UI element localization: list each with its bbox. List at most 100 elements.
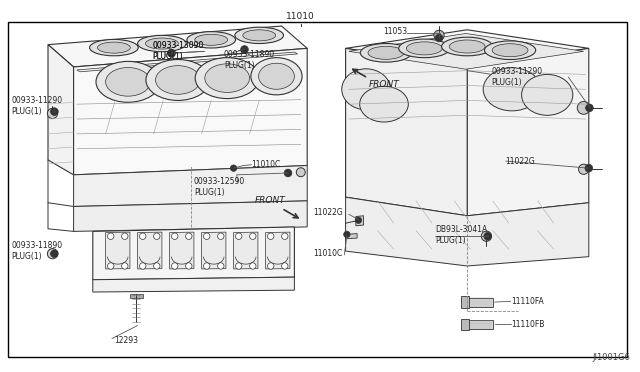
Circle shape (108, 233, 114, 240)
Ellipse shape (522, 74, 573, 115)
Ellipse shape (138, 35, 186, 52)
Ellipse shape (235, 27, 284, 44)
Text: 12293: 12293 (114, 336, 138, 345)
Circle shape (51, 108, 58, 115)
Text: 11022G: 11022G (314, 208, 343, 217)
Circle shape (140, 233, 146, 240)
Text: 11110FB: 11110FB (511, 320, 544, 329)
Polygon shape (74, 201, 307, 231)
Circle shape (204, 233, 210, 240)
Ellipse shape (492, 44, 528, 57)
Text: FRONT: FRONT (255, 196, 285, 205)
Polygon shape (170, 232, 194, 269)
Polygon shape (356, 216, 364, 226)
Polygon shape (93, 227, 294, 280)
Ellipse shape (406, 42, 442, 55)
Ellipse shape (368, 46, 404, 59)
Text: 11010: 11010 (287, 12, 315, 21)
Ellipse shape (205, 64, 250, 92)
Circle shape (268, 233, 274, 240)
Circle shape (172, 233, 178, 240)
Polygon shape (467, 320, 493, 329)
Circle shape (236, 233, 242, 240)
Text: 00933-11290
PLUG(1): 00933-11290 PLUG(1) (12, 96, 63, 116)
Text: 00933-12590
PLUG(1): 00933-12590 PLUG(1) (194, 177, 245, 197)
Circle shape (230, 165, 237, 171)
Polygon shape (346, 30, 589, 67)
Circle shape (204, 263, 210, 269)
Circle shape (296, 168, 305, 177)
Polygon shape (234, 232, 258, 269)
Circle shape (47, 108, 58, 119)
Polygon shape (130, 294, 143, 298)
Circle shape (434, 30, 444, 41)
Circle shape (577, 102, 590, 114)
Ellipse shape (195, 34, 228, 45)
Text: 11010C: 11010C (314, 249, 343, 258)
Circle shape (108, 263, 114, 269)
Text: FRONT: FRONT (369, 80, 399, 89)
Circle shape (484, 232, 492, 240)
Circle shape (284, 169, 292, 177)
Polygon shape (266, 232, 290, 269)
Polygon shape (74, 48, 307, 175)
Ellipse shape (90, 39, 138, 56)
Polygon shape (461, 319, 469, 330)
Circle shape (585, 164, 593, 172)
Text: 11053: 11053 (383, 27, 407, 36)
Ellipse shape (360, 86, 408, 122)
Polygon shape (467, 48, 589, 216)
Polygon shape (74, 166, 307, 206)
Ellipse shape (342, 69, 390, 110)
Ellipse shape (442, 37, 493, 56)
Ellipse shape (484, 41, 536, 60)
Circle shape (51, 250, 58, 257)
Text: 00933-13090
PLUG(1): 00933-13090 PLUG(1) (152, 41, 204, 61)
Text: 11010C: 11010C (252, 160, 281, 169)
Ellipse shape (449, 40, 485, 53)
Circle shape (344, 231, 350, 238)
Ellipse shape (483, 68, 541, 111)
Circle shape (186, 263, 192, 269)
Ellipse shape (399, 39, 450, 58)
Circle shape (122, 263, 128, 269)
Text: 11022G: 11022G (506, 157, 535, 166)
Ellipse shape (97, 42, 131, 53)
Polygon shape (138, 232, 162, 269)
Circle shape (241, 46, 248, 53)
Ellipse shape (360, 44, 412, 62)
Polygon shape (106, 232, 130, 269)
Ellipse shape (146, 60, 210, 100)
Circle shape (154, 263, 160, 269)
Circle shape (586, 104, 593, 112)
Ellipse shape (145, 38, 179, 49)
Text: DB93L-3041A
PLUG(1): DB93L-3041A PLUG(1) (435, 225, 488, 245)
Circle shape (168, 49, 175, 57)
Text: 00933-11890
PLUG(1): 00933-11890 PLUG(1) (12, 241, 63, 261)
Ellipse shape (106, 67, 150, 96)
Circle shape (218, 233, 224, 240)
Text: 11110FA: 11110FA (511, 297, 543, 306)
Text: JI1001G6: JI1001G6 (593, 353, 630, 362)
Ellipse shape (243, 30, 276, 41)
Circle shape (268, 263, 274, 269)
Circle shape (250, 263, 256, 269)
Circle shape (122, 233, 128, 240)
Ellipse shape (187, 32, 236, 48)
Circle shape (154, 233, 160, 240)
Polygon shape (202, 232, 226, 269)
Circle shape (186, 233, 192, 240)
Polygon shape (461, 296, 469, 308)
Circle shape (218, 263, 224, 269)
Polygon shape (346, 48, 467, 216)
Polygon shape (48, 26, 307, 67)
Ellipse shape (156, 65, 200, 94)
Ellipse shape (96, 61, 160, 102)
Circle shape (140, 263, 146, 269)
Ellipse shape (259, 63, 294, 89)
Circle shape (579, 164, 589, 174)
Polygon shape (349, 33, 584, 69)
Circle shape (47, 248, 58, 259)
Polygon shape (93, 277, 294, 292)
Polygon shape (346, 197, 589, 266)
